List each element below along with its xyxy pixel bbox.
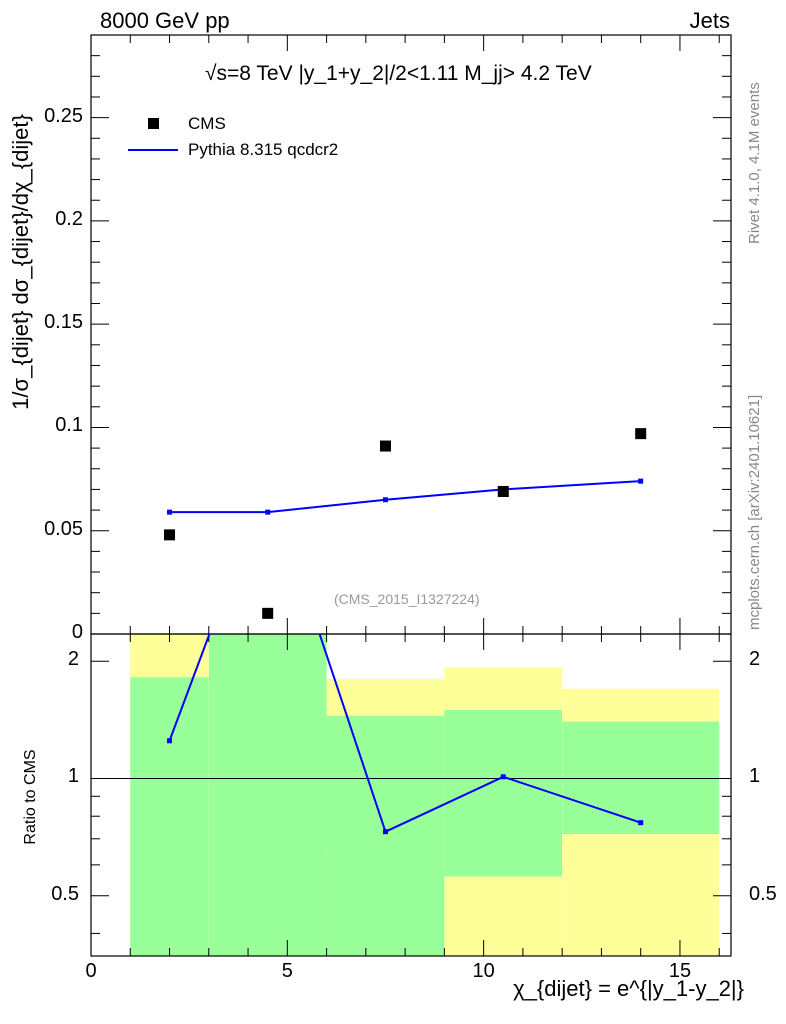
axis-ticks: [90, 35, 731, 956]
ratio-y-tick-label-left-0.5: 0.5: [51, 882, 79, 905]
main-plot-frame: [90, 34, 732, 635]
legend-pythia-label: Pythia 8.315 qcdcr2: [188, 140, 339, 159]
main-y-tick-label-0.2: 0.2: [55, 207, 83, 230]
mcplots-reference-label: mcplots.cern.ch [arXiv:2401.10621]: [746, 394, 763, 630]
main-y-axis-label: 1/σ_{dijet} dσ_{dijet}/dχ_{dijet}: [8, 114, 33, 410]
ratio-y-tick-label-right-1: 1: [749, 765, 761, 788]
pythia-point-4: [638, 478, 644, 484]
plot-title: √s=8 TeV |y_1+y_2|/2<1.11 M_jj> 4.2 TeV: [205, 62, 592, 85]
ratio-series: [167, 634, 644, 835]
legend-cms-label: CMS: [188, 114, 226, 133]
ratio-point-0: [167, 738, 173, 744]
band-inner-1: [208, 634, 327, 956]
ratio-point-4: [638, 820, 644, 826]
main-y-tick-label-0.1: 0.1: [55, 414, 83, 437]
ratio-y-axis-label: Ratio to CMS: [22, 749, 39, 845]
pythia-point-1: [265, 509, 271, 515]
main-y-tick-label-0.15: 0.15: [44, 311, 83, 334]
cms-point-3: [497, 485, 509, 497]
ratio-frame-border: [90, 633, 732, 957]
x-tick-label-0: 0: [85, 960, 97, 982]
x-axis-label: χ_{dijet} = e^{|y_1-y_2|}: [513, 976, 744, 1001]
band-inner-2: [326, 715, 445, 956]
cms-point-1: [262, 607, 274, 619]
pythia-line: [169, 480, 641, 514]
main-y-tick-label-0: 0: [71, 621, 83, 643]
x-tick-label-5: 5: [281, 960, 293, 982]
energy-label: 8000 GeV pp: [100, 8, 230, 33]
analysis-label: (CMS_2015_I1327224): [334, 591, 480, 607]
main-y-tick-label-0.25: 0.25: [44, 104, 83, 127]
ratio-y-tick-label-right-2: 2: [749, 648, 761, 671]
legend-marks: [128, 118, 178, 151]
band-inner-0: [130, 677, 209, 956]
ratio-point-3: [500, 774, 506, 780]
x-tick-label-10: 10: [472, 960, 495, 982]
main-series: [164, 428, 647, 619]
ratio-uncertainty-bands: [130, 634, 720, 956]
main-y-tick-label-0.05: 0.05: [44, 517, 83, 540]
ratio-point-2: [382, 829, 388, 835]
ratio-y-tick-label-right-0.5: 0.5: [749, 882, 777, 905]
cms-point-4: [635, 428, 647, 440]
pythia-point-0: [167, 509, 173, 515]
ratio-plot-frame: [90, 633, 732, 957]
band-inner-3: [444, 709, 563, 877]
band-inner-4: [562, 721, 720, 835]
ratio-y-tick-label-left-1: 1: [67, 765, 79, 788]
rivet-version-label: Rivet 4.1.0, 4.1M events: [746, 82, 763, 244]
cms-point-0: [164, 529, 176, 541]
pythia-point-2: [382, 497, 388, 503]
legend-cms-marker: [148, 118, 159, 129]
x-tick-label-15: 15: [668, 960, 692, 982]
ratio-y-tick-label-left-2: 2: [67, 648, 79, 671]
process-label: Jets: [689, 8, 730, 33]
cms-point-2: [379, 440, 391, 452]
main-frame-border: [90, 34, 732, 635]
